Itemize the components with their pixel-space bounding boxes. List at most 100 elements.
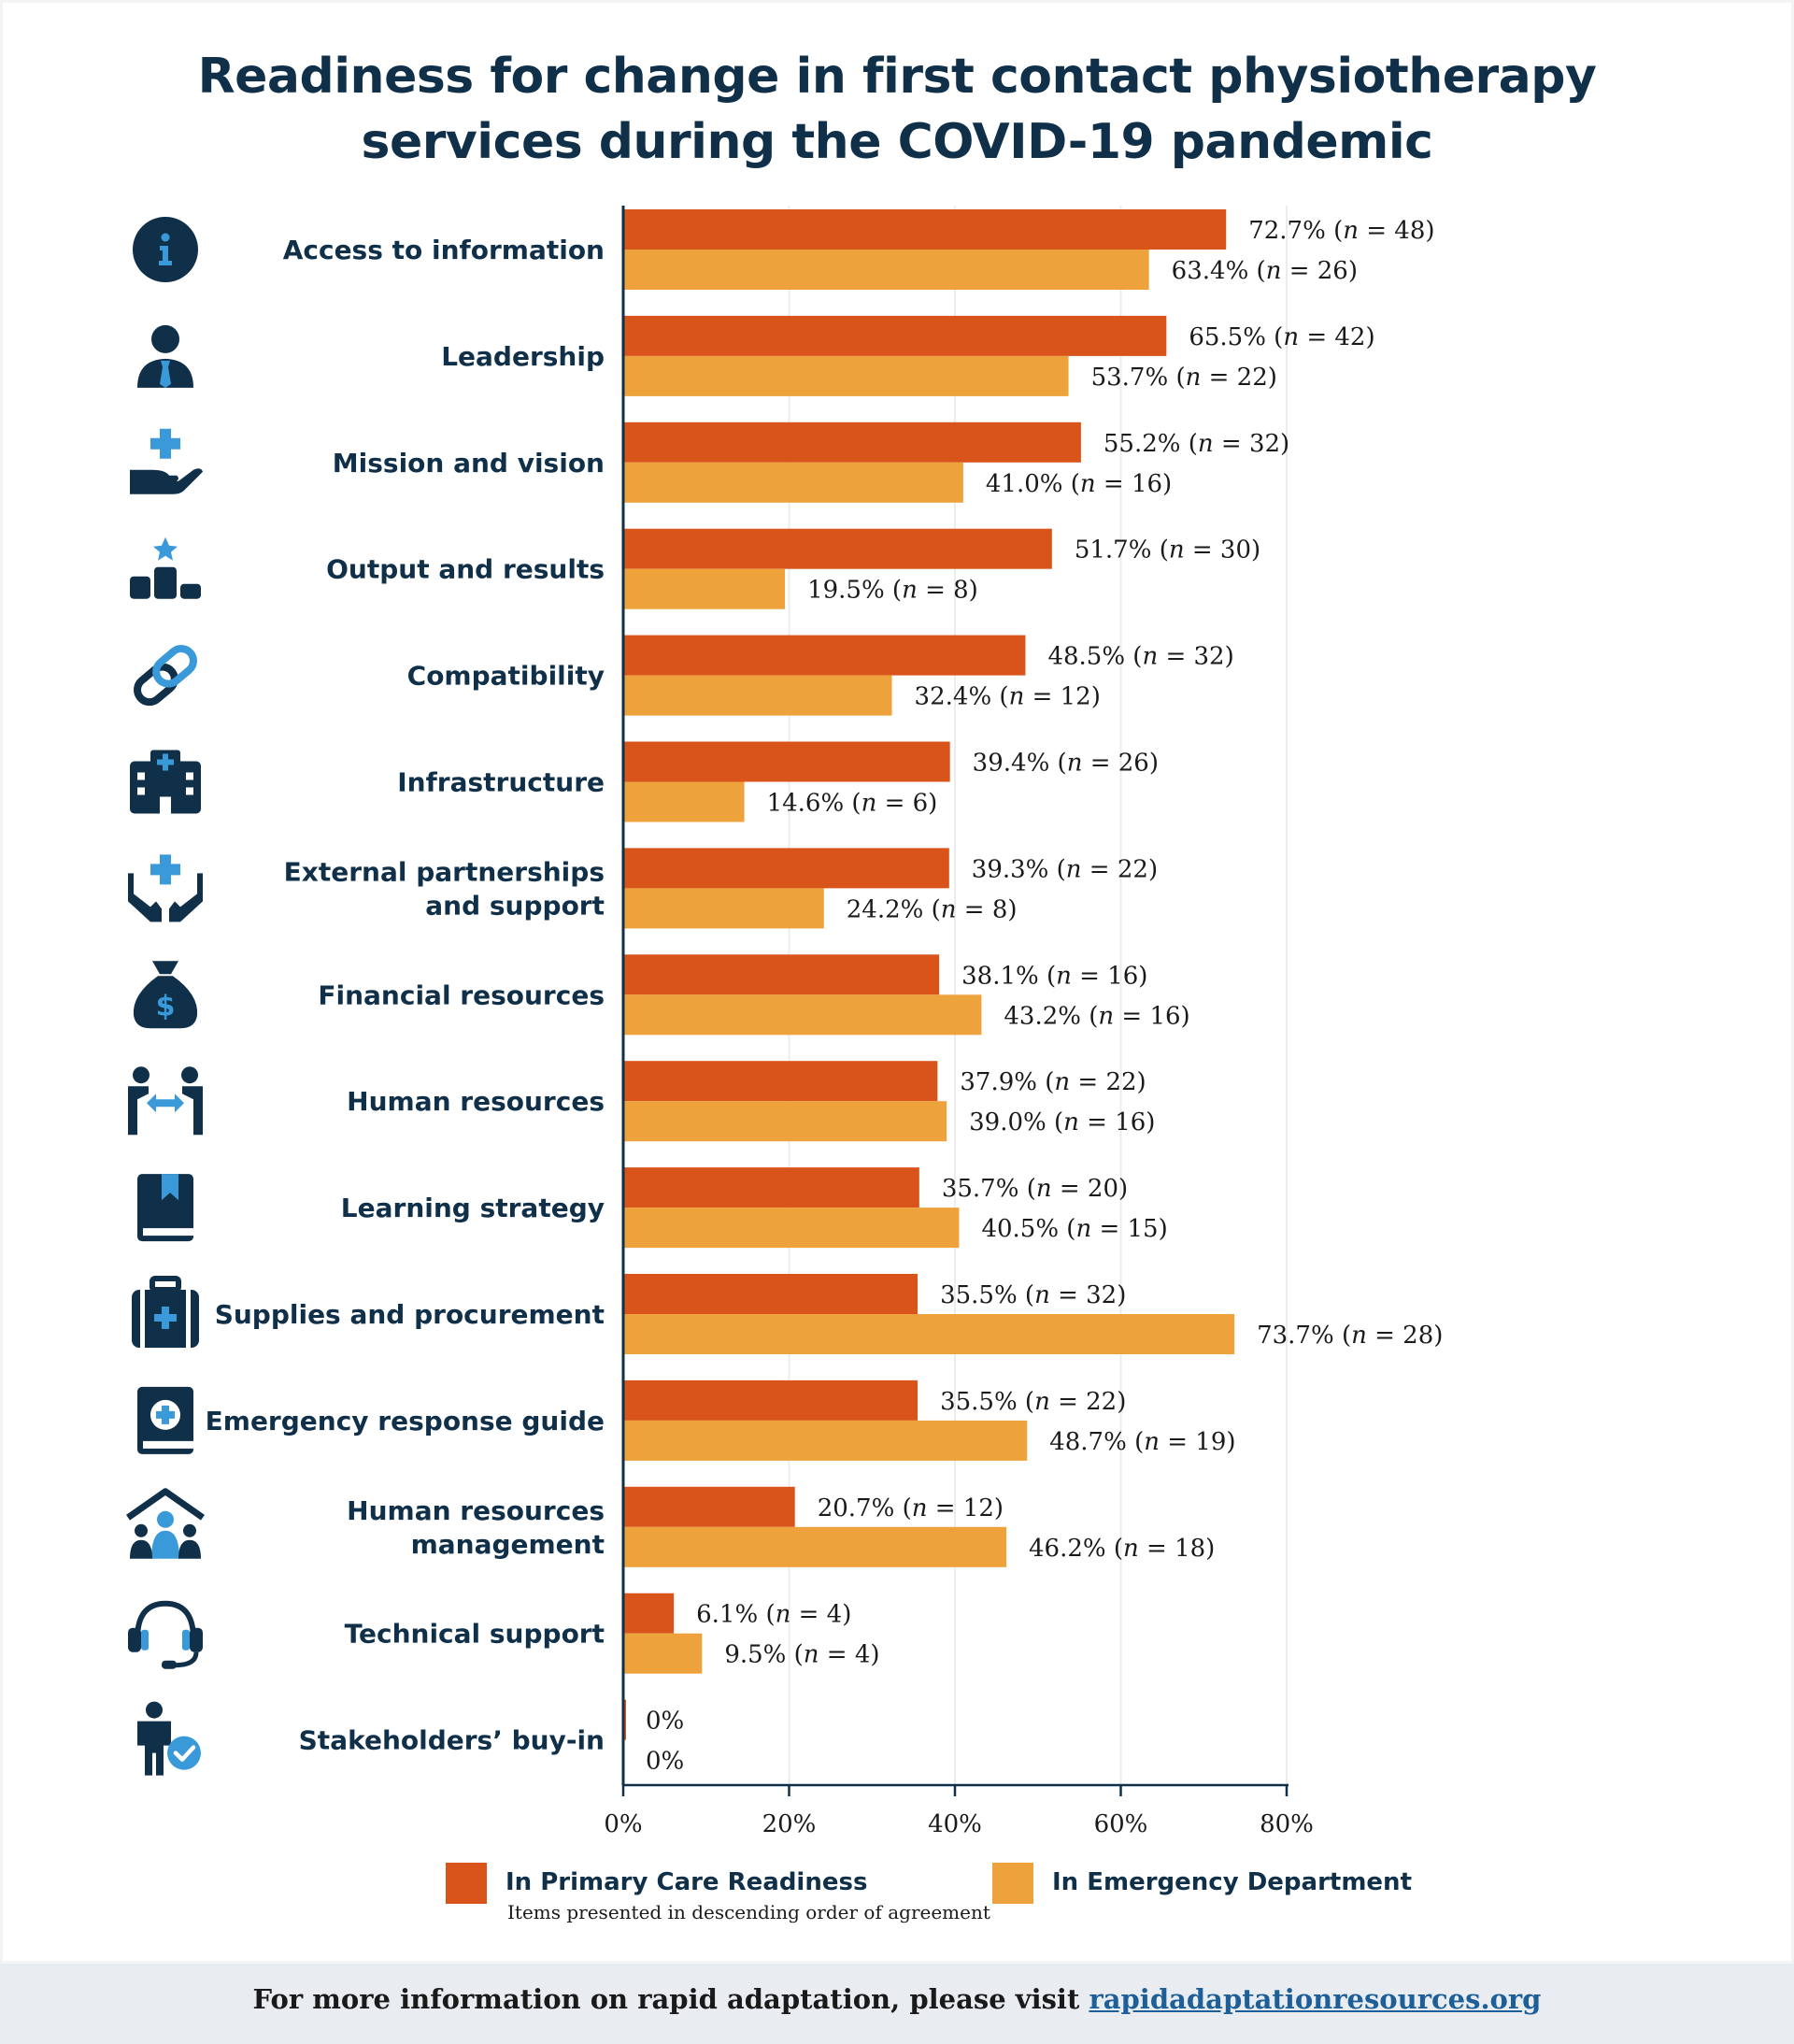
category-label: Human resources management (347, 1495, 605, 1560)
bar-emergency (623, 1633, 703, 1674)
x-tick-label: 0% (604, 1810, 642, 1838)
value-label: 73.7% (n = 28) (1257, 1322, 1443, 1350)
value-label: 48.5% (n = 32) (1047, 643, 1233, 671)
value-label: 14.6% (n = 6) (767, 790, 938, 818)
people-exchange-icon (128, 1066, 203, 1136)
legend-label-primary: In Primary Care Readiness (505, 1868, 868, 1896)
link-icon (134, 645, 197, 707)
legend-swatch-primary (446, 1863, 487, 1904)
bar-emergency (623, 462, 963, 503)
value-label: 9.5% (n = 4) (724, 1641, 879, 1669)
bar-primary-care (623, 741, 950, 782)
value-label: 51.7% (n = 30) (1075, 536, 1260, 565)
bar-primary-care (623, 315, 1167, 356)
bar-primary-care (623, 1061, 938, 1102)
value-label: 0% (646, 1708, 684, 1736)
value-label: 24.2% (n = 8) (847, 895, 1018, 923)
bar-primary-care (623, 954, 940, 995)
value-label: 35.7% (n = 20) (942, 1175, 1128, 1203)
bar-emergency (623, 1314, 1235, 1354)
house-people-icon (125, 1488, 206, 1559)
hands-plus-icon (128, 854, 203, 922)
bar-chart: $ Access to information 72.7% (n = 48) 63.… (125, 206, 1443, 1838)
bar-emergency (623, 888, 824, 929)
bar-emergency (623, 568, 786, 609)
medical-book-icon (137, 1386, 193, 1454)
bar-emergency (623, 355, 1069, 396)
bar-primary-care (623, 635, 1026, 676)
value-label: 53.7% (n = 22) (1091, 364, 1277, 392)
legend-label-emergency: In Emergency Department (1052, 1868, 1412, 1896)
value-label: 35.5% (n = 32) (940, 1281, 1126, 1309)
medical-kit-icon (132, 1276, 199, 1348)
value-label: 63.4% (n = 26) (1172, 257, 1358, 285)
x-tick-label: 20% (762, 1810, 817, 1838)
value-label: 35.5% (n = 22) (940, 1388, 1126, 1416)
bar-primary-care (623, 1486, 795, 1527)
footer-link[interactable]: rapidadaptationresources.org (1089, 1983, 1542, 2015)
value-label: 55.2% (n = 32) (1103, 430, 1289, 458)
category-label: Access to information (283, 235, 605, 265)
bar-primary-care (623, 528, 1052, 569)
leader-person-icon (137, 324, 193, 388)
bar-emergency (623, 781, 745, 822)
bar-primary-care (623, 1593, 675, 1634)
category-label: External partnerships and support (284, 856, 605, 921)
category-label: Emergency response guide (206, 1406, 605, 1437)
bar-primary-care (623, 1379, 918, 1421)
footer-message: For more information on rapid adaptation… (252, 1983, 1089, 2015)
category-label: Mission and vision (333, 448, 605, 479)
category-label: Learning strategy (341, 1193, 605, 1223)
value-label: 40.5% (n = 15) (981, 1215, 1167, 1243)
category-label: Technical support (345, 1619, 605, 1650)
bar-primary-care (623, 848, 949, 889)
category-label: Infrastructure (397, 767, 605, 798)
headset-icon (128, 1600, 203, 1669)
person-check-icon (137, 1701, 201, 1776)
book-bookmark-icon (137, 1174, 193, 1242)
svg-text:$: $ (156, 990, 176, 1022)
hand-plus-icon (130, 428, 203, 494)
value-label: 39.0% (n = 16) (969, 1108, 1155, 1136)
legend-note: Items presented in descending order of a… (507, 1901, 990, 1923)
category-label: Compatibility (407, 661, 605, 692)
value-label: 39.3% (n = 22) (972, 855, 1158, 883)
category-label: Output and results (326, 554, 605, 585)
chart-title-line1: Readiness for change in first contact ph… (197, 49, 1597, 105)
value-label: 65.5% (n = 42) (1189, 323, 1374, 351)
bar-emergency (623, 994, 982, 1036)
hospital-building-icon (130, 750, 201, 814)
value-label: 38.1% (n = 16) (961, 962, 1147, 990)
value-label: 46.2% (n = 18) (1029, 1535, 1215, 1563)
bar-emergency (623, 1208, 960, 1249)
value-label: 48.7% (n = 19) (1049, 1428, 1235, 1456)
money-bag-icon: $ (133, 961, 198, 1029)
value-label: 6.1% (n = 4) (696, 1601, 851, 1629)
value-label: 39.4% (n = 26) (973, 750, 1159, 778)
value-label: 72.7% (n = 48) (1248, 217, 1434, 245)
bar-primary-care (623, 1167, 919, 1208)
podium-star-icon (130, 536, 201, 599)
x-tick-label: 80% (1260, 1810, 1314, 1838)
legend-swatch-emergency (992, 1863, 1033, 1904)
value-label: 0% (646, 1748, 684, 1776)
value-label: 41.0% (n = 16) (986, 470, 1172, 498)
value-label: 32.4% (n = 12) (915, 683, 1101, 711)
value-label: 43.2% (n = 16) (1004, 1002, 1189, 1030)
category-label: Human resources (347, 1086, 605, 1117)
x-tick-label: 60% (1094, 1810, 1148, 1838)
x-tick-label: 40% (928, 1810, 982, 1838)
category-label: Financial resources (318, 979, 605, 1010)
bar-primary-care (623, 422, 1081, 463)
category-label: Leadership (441, 341, 605, 372)
bar-primary-care (623, 1274, 918, 1314)
bar-emergency (623, 1526, 1007, 1567)
category-label: Supplies and procurement (215, 1299, 605, 1330)
bar-primary-care (623, 209, 1227, 250)
category-label: Stakeholders’ buy-in (299, 1725, 605, 1756)
footer-bar (0, 1964, 1794, 2044)
value-label: 19.5% (n = 8) (807, 577, 978, 605)
info-icon (133, 217, 198, 282)
bar-emergency (623, 675, 892, 716)
footer-text: For more information on rapid adaptation… (0, 1983, 1794, 2015)
